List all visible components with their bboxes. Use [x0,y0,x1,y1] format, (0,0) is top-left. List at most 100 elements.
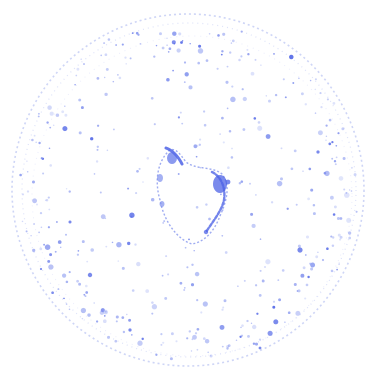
speckle-dot [186,337,189,340]
speckle-dot [219,324,225,330]
speckle-dot [307,197,310,201]
speckle-dot [164,296,168,300]
speckle-dot [63,297,65,300]
speckle-dot [111,241,114,244]
speckle-dot [240,55,243,58]
speckle-dot [103,42,106,45]
speckle-dot [267,330,273,336]
speckle-dot [37,112,40,115]
speckle-dot [281,269,285,272]
speckle-dot [117,74,119,76]
speckle-dot [167,51,170,53]
speckle-dot [246,48,249,51]
speckle-dot [273,53,275,55]
speckle-dot [76,279,79,283]
speckle-dot [116,241,122,248]
speckle-dot [280,177,283,181]
speckle-dot [230,42,233,44]
speckle-dot [310,188,314,192]
speckle-dot [137,340,143,346]
speckle-dot [251,223,256,228]
speckle-dot [93,302,96,304]
speckle-dot [193,249,195,252]
speckle-dot [207,351,210,354]
speckle-dot [325,124,328,127]
speckle-dot [265,95,268,97]
speckle-dot [302,170,304,173]
speckle-dot [167,273,170,276]
speckle-dot [260,64,262,66]
speckle-dot [160,333,163,336]
speckle-dot [33,134,36,137]
speckle-dot [127,241,131,246]
speckle-dot [272,305,276,309]
speckle-dot [338,176,344,181]
speckle-dot [196,299,199,302]
speckle-dot [159,32,162,36]
speckle-dot [78,282,82,286]
speckle-dot [343,188,346,191]
speckle-dot [305,283,309,287]
speckle-dot [231,147,233,150]
speckle-dot [64,113,68,117]
speckle-dot [228,130,232,133]
speckle-dot [168,47,172,51]
speckle-dot [328,142,332,146]
speckle-dot [136,169,139,173]
speckle-dot [331,140,334,144]
speckle-dot [32,198,38,204]
speckle-dot [40,226,43,229]
speckle-dot [95,160,99,163]
speckle-dot [44,199,47,202]
speckle-dot [183,81,186,83]
speckle-dot [346,217,352,223]
speckle-dot [78,131,82,135]
speckle-dot [107,38,111,41]
speckle-dot [339,238,342,241]
speckle-dot [250,212,254,216]
speckle-dot [334,163,337,166]
speckle-dot [345,191,348,194]
speckle-dot [323,171,327,175]
speckle-dot [52,124,55,127]
speckle-dot [289,54,294,60]
speckle-dot [330,195,334,200]
speckle-dot [129,57,132,60]
speckle-dot [326,247,329,250]
speckle-dot [181,40,184,42]
speckle-dot [257,125,263,131]
speckle-dot [286,207,289,210]
speckle-dot [304,103,307,106]
speckle-dot [317,251,319,254]
speckle-dot [107,335,110,339]
speckle-dot [221,116,224,120]
speckle-dot [175,340,178,343]
speckle-dot [90,137,94,141]
speckle-dot [100,214,106,220]
speckle-dot [38,141,41,145]
speckle-dot [353,173,357,177]
speckle-dot [137,33,140,36]
speckle-dot [216,67,219,70]
speckle-dot [104,53,108,57]
speckle-dot [204,338,210,344]
speckle-dot [252,342,256,345]
speckle-dot [161,46,165,50]
speckle-dot [254,58,257,61]
speckle-dot [62,273,67,278]
speckle-dot [231,85,234,88]
speckle-dot [19,173,22,177]
speckle-dot [183,288,186,292]
speckle-dot [308,167,312,171]
speckle-dot [227,344,231,347]
speckle-dot [95,320,99,323]
speckle-dot [265,134,271,139]
speckle-dot [302,266,306,270]
speckle-dot [242,96,247,102]
speckle-dot [162,221,165,224]
speckle-dot [104,315,106,317]
speckle-dot [32,248,36,252]
speckle-dot [84,284,88,288]
speckle-dot [293,149,297,153]
speckle-dot [76,253,80,256]
